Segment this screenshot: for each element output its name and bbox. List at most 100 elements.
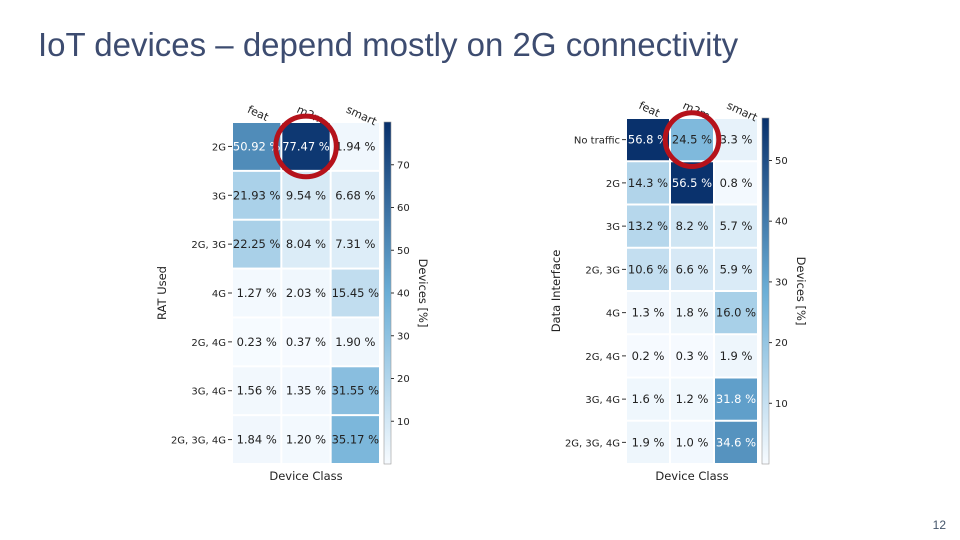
cell-value-label: 1.56 %	[237, 384, 277, 398]
heatmap-cell	[233, 318, 281, 366]
cell-value-label: 6.6 %	[676, 262, 709, 276]
cell-value-label: 15.45 %	[332, 286, 380, 300]
cell-value-label: 1.6 %	[632, 392, 665, 406]
cell-value-label: 34.6 %	[716, 435, 756, 449]
cell-value-label: 24.5 %	[672, 133, 712, 147]
x-axis-label: Device Class	[655, 469, 728, 483]
colorbar-label: Devices [%]	[416, 259, 430, 328]
x-axis-label: Device Class	[269, 469, 342, 483]
cell-value-label: 1.9 %	[720, 349, 753, 363]
heatmap-cell	[715, 292, 757, 334]
heatmap-cell	[282, 416, 330, 463]
cell-value-label: 0.8 %	[720, 176, 753, 190]
heatmap-cell	[233, 171, 281, 219]
colorbar	[761, 117, 770, 465]
row-label-2g: 2G	[606, 179, 620, 190]
cell-value-label: 5.7 %	[720, 219, 753, 233]
heatmap-cell	[331, 318, 379, 366]
heatmap-cell	[233, 416, 281, 463]
slide-title: IoT devices – depend mostly on 2G connec…	[38, 26, 739, 63]
heatmap-cell	[715, 248, 757, 290]
cell-value-label: 3.3 %	[720, 133, 753, 147]
heatmap-cell	[627, 421, 669, 463]
cell-value-label: 0.2 %	[632, 349, 665, 363]
cell-value-label: 31.8 %	[716, 392, 756, 406]
heatmap-cell	[715, 335, 757, 377]
cell-value-label: 13.2 %	[628, 219, 668, 233]
heatmap-cell	[715, 205, 757, 247]
cell-value-label: 2.03 %	[286, 286, 326, 300]
cell-value-label: 1.9 %	[632, 435, 665, 449]
heatmap-cell	[627, 248, 669, 290]
row-label-3g: 3G	[212, 191, 226, 202]
highlight-circle-icon	[273, 113, 339, 180]
heatmap-group: 56.8 % 24.5 % 3.3 % 14.3 % 56.5 % 0.8 % 13.2 %…	[549, 99, 808, 483]
heatmap-cell	[282, 171, 330, 219]
cell-value-label: 31.55 %	[332, 384, 380, 398]
heatmap-cell	[671, 119, 713, 161]
heatmap-cell	[671, 378, 713, 420]
heatmap-cell	[282, 318, 330, 366]
cell-value-label: 1.3 %	[632, 306, 665, 320]
heatmap-cell	[233, 269, 281, 317]
heatmap-cell	[671, 335, 713, 377]
colorbar-tick-label: 20	[775, 338, 788, 349]
heatmap-cell	[627, 119, 669, 161]
heatmap-cell	[715, 162, 757, 204]
heatmap-cell	[671, 162, 713, 204]
row-label-2g-4g: 2G, 4G	[585, 352, 620, 363]
colorbar-tick-label: 10	[397, 417, 410, 428]
cell-value-label: 1.35 %	[286, 384, 326, 398]
cell-value-label: 0.23 %	[237, 335, 277, 349]
row-label-2g-3g-4g: 2G, 3G, 4G	[171, 436, 226, 447]
cell-value-label: 56.8 %	[628, 133, 668, 147]
cell-value-label: 1.20 %	[286, 433, 326, 447]
cell-value-label: 8.04 %	[286, 237, 326, 251]
row-label-3g: 3G	[606, 222, 620, 233]
heatmap-cell	[282, 123, 330, 170]
colorbar-label: Devices [%]	[794, 257, 808, 326]
heatmap-cell	[233, 123, 281, 170]
y-axis-label: Data Interface	[549, 250, 563, 333]
cell-value-label: 1.8 %	[676, 306, 709, 320]
page-number: 12	[932, 518, 946, 532]
colorbar-tick-label: 30	[397, 331, 410, 342]
heatmap-cell	[282, 220, 330, 268]
heatmap-cell	[715, 421, 757, 463]
heatmap-cell	[331, 171, 379, 219]
heatmap-cell	[627, 292, 669, 334]
heatmap-cell	[671, 292, 713, 334]
row-label-2g: 2G	[212, 142, 226, 153]
row-label-2g-3g: 2G, 3G	[585, 265, 620, 276]
cell-value-label: 6.68 %	[335, 188, 375, 202]
heatmap-cell	[627, 162, 669, 204]
colorbar-tick-label: 40	[775, 217, 788, 228]
cell-value-label: 22.25 %	[233, 237, 281, 251]
cell-value-label: 16.0 %	[716, 306, 756, 320]
row-label-3g-4g: 3G, 4G	[585, 395, 620, 406]
column-label-feat: feat	[637, 99, 663, 120]
heatmap-cell	[233, 367, 281, 415]
row-label-4g: 4G	[606, 309, 620, 320]
cell-value-label: 14.3 %	[628, 176, 668, 190]
cell-value-label: 9.54 %	[286, 188, 326, 202]
heatmap-cell	[331, 123, 379, 170]
colorbar-tick-label: 40	[397, 289, 410, 300]
heatmap-cell	[627, 205, 669, 247]
cell-value-label: 77.47 %	[282, 139, 330, 153]
row-label-2g-3g-4g: 2G, 3G, 4G	[565, 438, 620, 449]
cell-value-label: 1.2 %	[676, 392, 709, 406]
colorbar-tick-label: 50	[397, 246, 410, 257]
heatmap-cell	[282, 269, 330, 317]
heatmap-cell	[671, 248, 713, 290]
heatmap-cell	[331, 416, 379, 463]
y-axis-label: RAT Used	[155, 266, 169, 320]
heatmap-cell	[715, 119, 757, 161]
row-label-4g: 4G	[212, 289, 226, 300]
heatmap-cell	[715, 378, 757, 420]
cell-value-label: 5.9 %	[720, 262, 753, 276]
cell-value-label: 1.94 %	[335, 139, 375, 153]
colorbar-tick-label: 20	[397, 374, 410, 385]
heatmap-cell	[282, 367, 330, 415]
